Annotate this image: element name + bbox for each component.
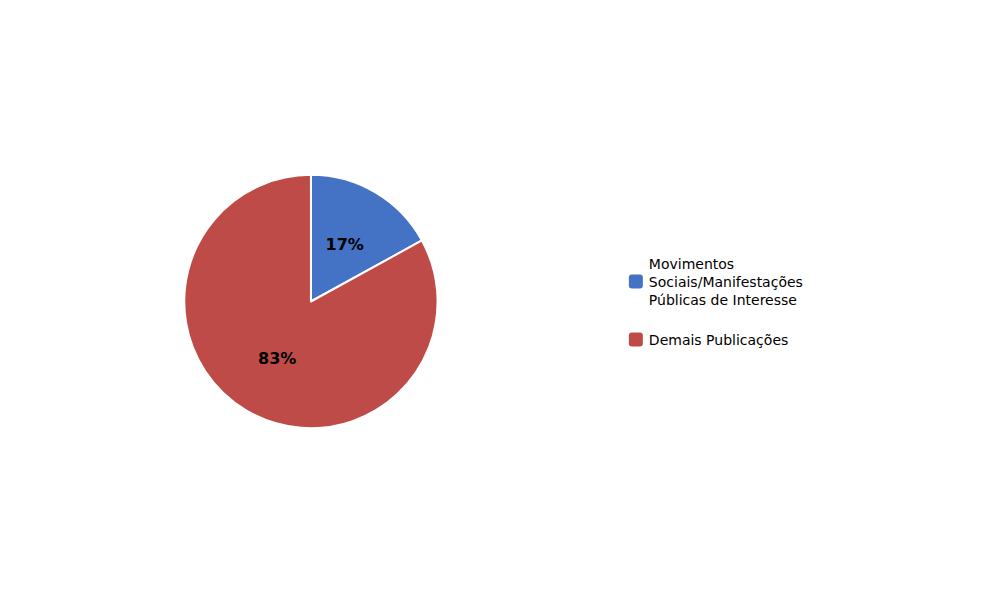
svg-text:Movimentos: Movimentos — [649, 256, 734, 272]
svg-text:Demais Publicações: Demais Publicações — [649, 332, 788, 348]
svg-text:Públicas de Interesse: Públicas de Interesse — [649, 292, 797, 308]
svg-text:17%: 17% — [326, 235, 364, 254]
svg-text:Sociais/Manifestações: Sociais/Manifestações — [649, 274, 803, 290]
svg-text:83%: 83% — [258, 349, 296, 368]
